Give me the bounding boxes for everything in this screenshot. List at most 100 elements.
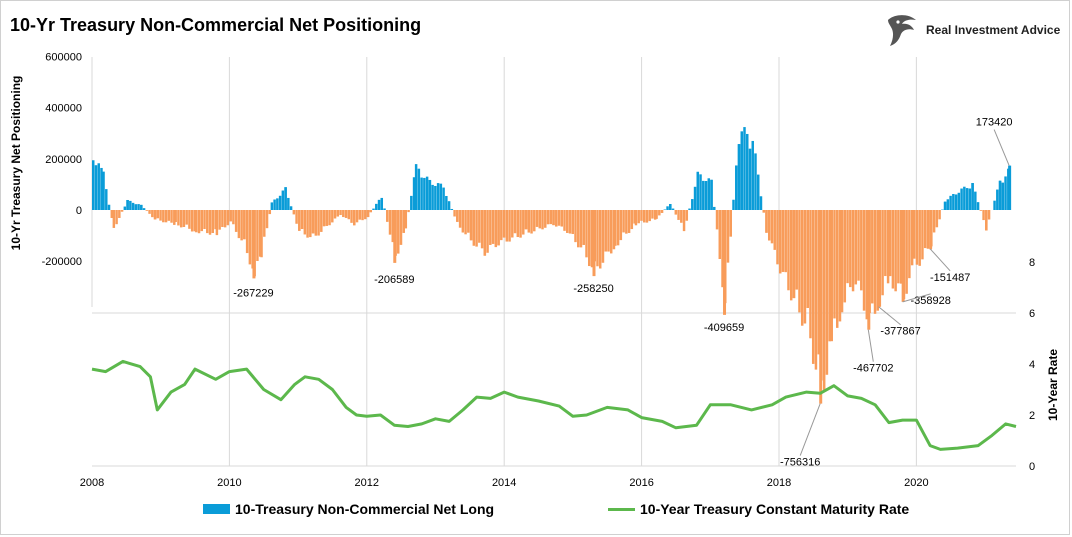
bar: [865, 210, 869, 320]
bar: [625, 210, 628, 234]
bar: [314, 210, 318, 236]
bar: [566, 210, 569, 233]
bar: [633, 210, 636, 224]
bar: [92, 160, 95, 210]
legend-label-net-long: 10-Treasury Non-Commercial Net Long: [235, 501, 495, 517]
bar: [375, 203, 378, 210]
bar: [467, 210, 470, 233]
bar: [616, 210, 620, 246]
annotation-leader: [902, 293, 931, 303]
bar-series: [92, 127, 1012, 404]
bar: [214, 210, 217, 230]
bar-extreme: [929, 210, 933, 249]
bar: [798, 210, 801, 313]
bar-extreme: [867, 210, 871, 330]
bar: [817, 210, 820, 355]
bar: [177, 210, 180, 226]
bar: [137, 204, 140, 210]
rate-line: [91, 359, 1017, 451]
bar: [952, 194, 955, 210]
bar: [497, 210, 500, 246]
bar: [240, 210, 243, 241]
bar: [828, 210, 831, 342]
bar: [469, 210, 473, 241]
bar: [825, 210, 829, 375]
bar: [284, 187, 287, 210]
tick-labels: 2008 2010 2012 2014 2016 2018 2020600000400000…: [42, 51, 1036, 489]
bar: [472, 210, 476, 246]
bar: [598, 210, 602, 269]
bar: [838, 210, 842, 322]
brand: Real Investment Advice: [884, 12, 1060, 48]
bar: [289, 206, 293, 210]
bar: [996, 189, 999, 210]
bar: [976, 202, 980, 210]
x-tick-label: 2016: [629, 477, 653, 489]
bar: [946, 199, 950, 210]
bar: [458, 210, 462, 228]
bar: [322, 210, 326, 227]
bar: [830, 210, 833, 342]
bar: [131, 202, 135, 210]
bar: [538, 210, 542, 229]
bar: [339, 210, 342, 216]
bar: [702, 180, 705, 210]
bar: [918, 210, 921, 266]
bar: [873, 210, 877, 314]
bar: [353, 210, 356, 226]
bar: [97, 163, 100, 210]
bar: [541, 210, 544, 230]
bar: [263, 210, 266, 237]
bar: [642, 210, 646, 223]
bar: [809, 210, 812, 339]
right-tick-label: 4: [1029, 359, 1035, 371]
bar: [276, 198, 279, 210]
annotation-label: -358928: [910, 295, 950, 307]
bar: [475, 210, 478, 247]
bar: [107, 204, 111, 210]
bar: [344, 210, 348, 218]
bar: [185, 210, 188, 225]
bar: [743, 127, 746, 210]
bar: [505, 210, 509, 242]
bar: [579, 210, 583, 248]
bar: [677, 210, 680, 220]
bar: [658, 210, 661, 216]
bar: [735, 165, 738, 210]
bar: [707, 178, 711, 210]
bar: [388, 210, 392, 235]
bar: [968, 188, 972, 210]
bar: [260, 210, 263, 258]
bar: [491, 210, 495, 244]
bar: [806, 210, 809, 308]
bar: [423, 177, 426, 210]
bar: [442, 187, 445, 210]
bar: [888, 210, 892, 277]
bar: [100, 167, 103, 210]
x-tick-label: 2018: [767, 477, 791, 489]
bar: [221, 210, 224, 227]
bar: [814, 210, 818, 370]
bar: [590, 210, 594, 268]
bar: [364, 210, 367, 220]
bar: [436, 183, 440, 210]
bar: [943, 201, 947, 210]
right-tick-label: 6: [1029, 308, 1035, 320]
line-series: [91, 359, 1017, 451]
bar: [704, 180, 708, 210]
bar: [860, 210, 863, 291]
bar: [577, 210, 580, 248]
bar: [309, 210, 312, 238]
bar: [243, 210, 246, 240]
bar: [574, 210, 577, 243]
bar: [195, 210, 198, 233]
bar: [1001, 182, 1005, 210]
bar: [729, 210, 732, 237]
bar: [237, 210, 241, 239]
bar: [256, 210, 259, 261]
annotation-label: -267229: [233, 287, 273, 299]
bar: [193, 210, 197, 232]
bar: [843, 210, 847, 303]
annotation-label: -756316: [780, 457, 820, 469]
bar: [320, 210, 323, 232]
